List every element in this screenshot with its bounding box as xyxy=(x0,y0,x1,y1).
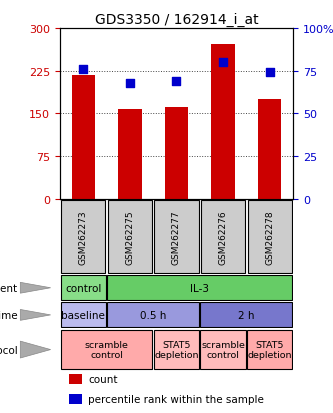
Text: 2 h: 2 h xyxy=(238,310,255,320)
Bar xyxy=(165,107,188,199)
Text: GSM262275: GSM262275 xyxy=(125,210,135,264)
Bar xyxy=(247,201,292,273)
Text: agent: agent xyxy=(0,283,18,293)
Bar xyxy=(200,330,246,369)
Bar xyxy=(61,303,106,328)
Point xyxy=(220,60,226,66)
Bar xyxy=(61,330,153,369)
Text: percentile rank within the sample: percentile rank within the sample xyxy=(88,394,264,404)
Text: GSM262276: GSM262276 xyxy=(218,210,228,264)
Bar xyxy=(211,45,235,199)
Title: GDS3350 / 162914_i_at: GDS3350 / 162914_i_at xyxy=(95,12,258,26)
Bar xyxy=(108,201,152,273)
Text: scramble
control: scramble control xyxy=(85,340,129,359)
Bar xyxy=(107,275,292,301)
Polygon shape xyxy=(20,282,51,294)
Text: count: count xyxy=(88,374,118,384)
Text: time: time xyxy=(0,310,18,320)
Point xyxy=(267,70,272,76)
Bar xyxy=(258,100,281,199)
Text: STAT5
depletion: STAT5 depletion xyxy=(247,340,292,359)
Bar xyxy=(200,303,292,328)
Text: STAT5
depletion: STAT5 depletion xyxy=(154,340,199,359)
Text: control: control xyxy=(65,283,102,293)
Bar xyxy=(154,330,199,369)
Bar xyxy=(61,201,105,273)
Text: scramble
control: scramble control xyxy=(201,340,245,359)
Text: baseline: baseline xyxy=(61,310,105,320)
Text: GSM262273: GSM262273 xyxy=(79,210,88,264)
Bar xyxy=(247,330,292,369)
Bar xyxy=(69,374,82,384)
Bar xyxy=(107,303,199,328)
Text: 0.5 h: 0.5 h xyxy=(140,310,166,320)
Polygon shape xyxy=(20,310,51,320)
Polygon shape xyxy=(20,341,51,358)
Bar xyxy=(61,275,106,301)
Text: protocol: protocol xyxy=(0,345,18,355)
Text: GSM262278: GSM262278 xyxy=(265,210,274,264)
Text: GSM262277: GSM262277 xyxy=(172,210,181,264)
Bar xyxy=(154,201,198,273)
Point xyxy=(174,78,179,85)
Bar xyxy=(69,394,82,404)
Bar xyxy=(201,201,245,273)
Bar xyxy=(118,109,142,199)
Text: IL-3: IL-3 xyxy=(190,283,209,293)
Point xyxy=(127,80,133,87)
Point xyxy=(81,66,86,73)
Bar xyxy=(72,76,95,199)
